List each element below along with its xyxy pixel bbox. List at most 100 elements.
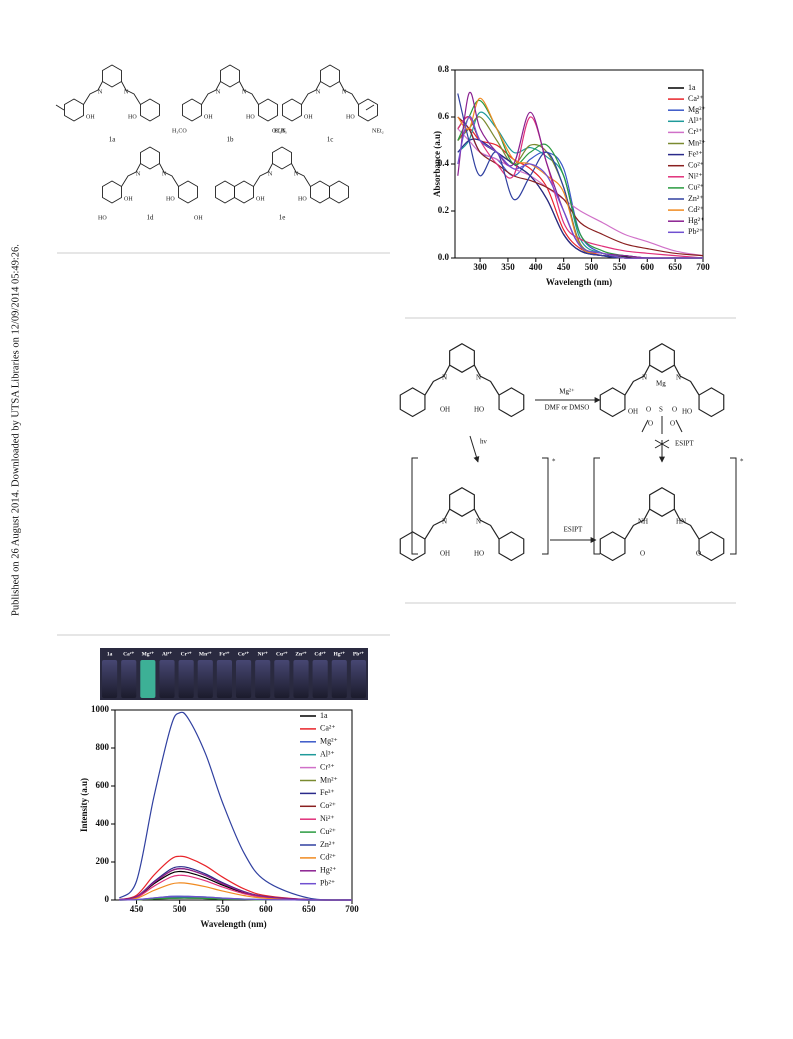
- atom: HO: [474, 406, 484, 414]
- vial-label: Fe³⁺: [219, 650, 229, 657]
- series-line: [457, 116, 704, 259]
- legend-label: Mg²⁺: [320, 737, 338, 746]
- vial-label: Mn²⁺: [199, 650, 212, 657]
- photo: [100, 648, 368, 700]
- esipt: ESIPT: [675, 440, 694, 448]
- vial-label: Zn²⁺: [295, 650, 306, 657]
- charts: 300 350 400 450 500 550 600 650 700 0.0 0.2 0.4 0.6 0…: [79, 64, 710, 929]
- legend-label: Cd²⁺: [688, 205, 704, 214]
- atom: N: [476, 374, 481, 382]
- y-tick-label: 1000: [91, 704, 110, 714]
- atom: N: [124, 89, 129, 95]
- vial: [102, 660, 118, 698]
- legend-label: Ni²⁺: [688, 172, 703, 181]
- atom: NH: [638, 518, 648, 526]
- legend-label: 1a: [320, 711, 328, 720]
- vial: [140, 660, 156, 698]
- x-tick-label: 500: [585, 262, 599, 272]
- atom: Mg: [656, 380, 666, 388]
- legend-label: Ni²⁺: [320, 814, 335, 823]
- legend-label: Mn²⁺: [320, 775, 338, 784]
- atom: OH: [194, 215, 203, 221]
- vial: [350, 660, 366, 698]
- atom: OH: [124, 196, 133, 202]
- atom: OH: [440, 406, 450, 414]
- x-tick-label: 550: [613, 262, 627, 272]
- atom: HO: [346, 114, 355, 120]
- x-axis-label: Wavelength (nm): [546, 277, 612, 287]
- legend-label: Cr³⁺: [320, 762, 335, 771]
- compound-label: 1b: [227, 136, 235, 144]
- vial-label: Pb²⁺: [353, 650, 364, 657]
- vial-label: Co²⁺: [238, 650, 249, 657]
- legend-label: Cr³⁺: [688, 127, 703, 136]
- y-tick-label: 0: [105, 894, 110, 904]
- atom: HO: [682, 408, 692, 416]
- atom: N: [216, 89, 221, 95]
- star: *: [740, 458, 744, 466]
- y-tick-label: 200: [96, 856, 110, 866]
- legend-label: Hg²⁺: [688, 216, 704, 225]
- y-tick-label: 0.2: [438, 205, 450, 215]
- atom: NEt₂: [372, 128, 384, 134]
- vial: [274, 660, 290, 698]
- series-line: [119, 882, 353, 901]
- series-line: [457, 111, 703, 259]
- vial-label: Cr³⁺: [181, 650, 192, 657]
- legend-label: Cd²⁺: [320, 853, 336, 862]
- compound-label: 1a: [109, 136, 117, 144]
- vial-label: Al³⁺: [162, 650, 172, 657]
- vial-label: Hg²⁺: [333, 650, 345, 657]
- series-line: [119, 867, 353, 901]
- atom: HO: [128, 114, 137, 120]
- legend-label: Co²⁺: [320, 801, 336, 810]
- vial: [255, 660, 271, 698]
- atom: O: [648, 420, 653, 428]
- atom: O: [640, 550, 645, 558]
- y-tick-label: 0.8: [438, 64, 450, 74]
- x-axis-label: Wavelength (nm): [200, 919, 266, 929]
- x-tick-label: 600: [641, 262, 655, 272]
- y-tick-label: 0.6: [438, 111, 450, 121]
- vial-label: 1a: [107, 651, 113, 657]
- y-tick-label: 0.0: [438, 252, 450, 262]
- vials: 1a Ca²⁺ Mg²⁺ Al³⁺ Cr³⁺ Mn²⁺ Fe³⁺ Co²⁺ Ni²⁺ Cu²⁺ Zn…: [102, 650, 366, 698]
- series-line: [118, 711, 353, 901]
- x-tick-label: 650: [668, 262, 682, 272]
- x-tick-label: 300: [473, 262, 487, 272]
- atom: Et₂N: [274, 128, 286, 134]
- compound-label: 1c: [327, 136, 334, 144]
- vial-label: Ni²⁺: [258, 650, 268, 657]
- atom: O: [646, 406, 651, 414]
- vial: [236, 660, 252, 698]
- vial-label: Ca²⁺: [123, 650, 134, 657]
- vial: [312, 660, 328, 698]
- atom: N: [476, 518, 481, 526]
- atom: N: [162, 171, 167, 177]
- vial: [121, 660, 137, 698]
- series-line: [119, 895, 353, 901]
- vial-label: Mg²⁺: [142, 650, 155, 657]
- sidebar-note: Published on 26 August 2014. Downloaded …: [10, 244, 21, 616]
- esipt: ESIPT: [564, 526, 583, 534]
- star: *: [552, 458, 556, 466]
- vial: [178, 660, 194, 698]
- atom: N: [442, 374, 447, 382]
- atom: N: [442, 518, 447, 526]
- legend-label: Pb²⁺: [320, 879, 335, 888]
- legend-label: Fe³⁺: [688, 149, 703, 158]
- legend-label: Fe³⁺: [320, 788, 335, 797]
- atom: OH: [86, 114, 95, 120]
- x-tick-label: 450: [130, 904, 144, 914]
- atom: OH: [628, 408, 638, 416]
- x-tick-label: 450: [557, 262, 571, 272]
- vial: [216, 660, 232, 698]
- vial: [159, 660, 175, 698]
- y-tick-label: 0.4: [438, 158, 450, 168]
- atom: HO: [474, 550, 484, 558]
- legend-label: 1a: [688, 83, 696, 92]
- y-axis-label: Absorbance (a.u): [432, 131, 442, 197]
- atom: N: [642, 374, 647, 382]
- atom: OH: [304, 114, 313, 120]
